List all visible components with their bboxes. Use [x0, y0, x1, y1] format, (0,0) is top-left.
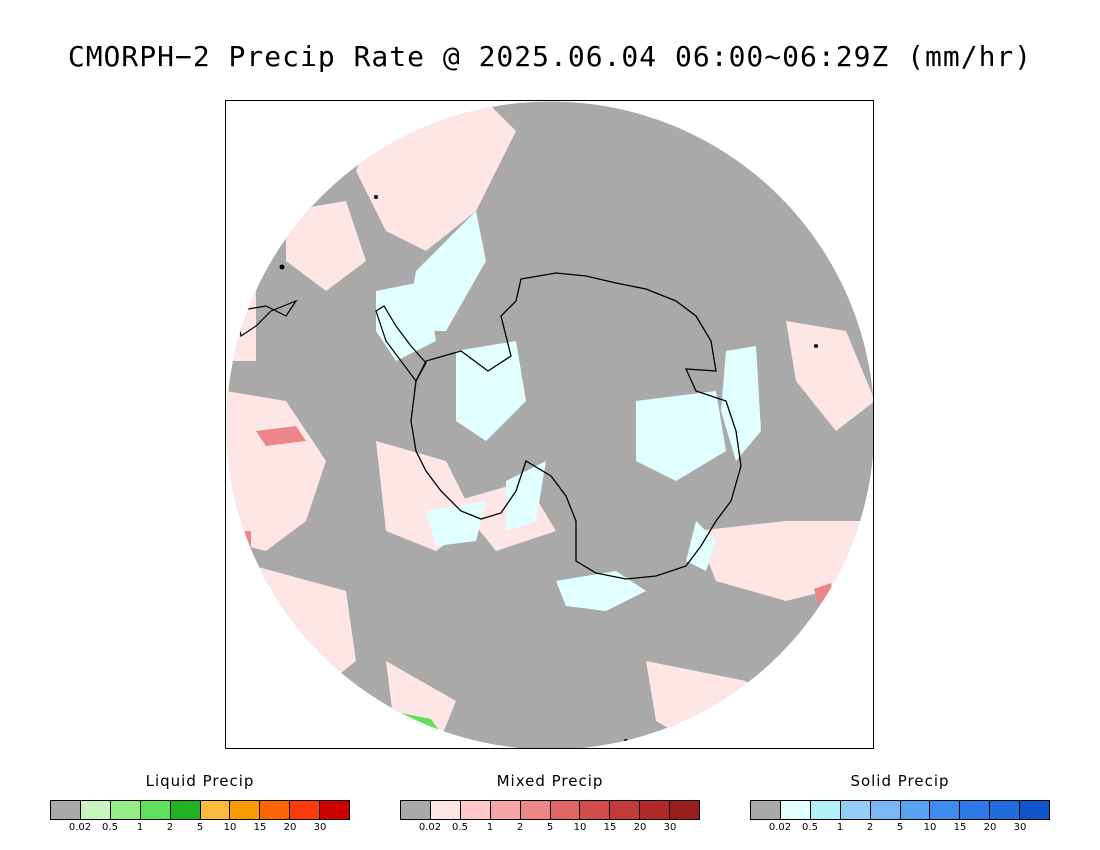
- legend-tick-label: 1: [486, 822, 494, 833]
- legend-swatch: [960, 801, 991, 819]
- legend-tick-label: 2: [866, 822, 874, 833]
- legend-tick-label: 20: [983, 822, 997, 833]
- legend-tick-label: 2: [516, 822, 524, 833]
- legend-swatch: [900, 801, 931, 819]
- color-scale: [400, 800, 700, 820]
- legend-tick-label: 5: [896, 822, 904, 833]
- south-america-tip-icon: [235, 299, 298, 337]
- legend-tick-label: 0.5: [802, 822, 818, 833]
- legend-tick-label: 5: [196, 822, 204, 833]
- legend-swatch: [320, 801, 350, 819]
- legend-title: Liquid Precip: [145, 772, 255, 790]
- color-scale: [750, 800, 1050, 820]
- legend-swatch: [430, 801, 461, 819]
- legend-tick-label: 0.02: [768, 822, 792, 833]
- island-icon: [374, 195, 378, 199]
- legend-tick-label: 0.02: [418, 822, 442, 833]
- legend-swatch: [580, 801, 611, 819]
- map-title: CMORPH−2 Precip Rate @ 2025.06.04 06:00~…: [67, 40, 1033, 73]
- legend-swatch: [80, 801, 111, 819]
- legend-tick-label: 15: [253, 822, 267, 833]
- tick-labels: 0.02 0.5 1 2 5 10 15 20 30: [400, 822, 700, 836]
- legend-swatch: [260, 801, 291, 819]
- legend-tick-label: 10: [573, 822, 587, 833]
- legend-swatch: [1020, 801, 1050, 819]
- legend-swatch: [230, 801, 261, 819]
- island-icon: [814, 344, 818, 348]
- legend-swatch: [751, 801, 781, 819]
- ocean-disk: [226, 101, 873, 748]
- legend-tick-label: 1: [136, 822, 144, 833]
- legend-tick-label: 30: [663, 822, 677, 833]
- legend-tick-label: 10: [923, 822, 937, 833]
- legend-swatch: [780, 801, 811, 819]
- legend-swatch: [810, 801, 841, 819]
- color-scale: [50, 800, 350, 820]
- legend-tick-label: 20: [633, 822, 647, 833]
- legend-tick-label: 2: [166, 822, 174, 833]
- legend-swatch: [110, 801, 141, 819]
- legend-tick-label: 10: [223, 822, 237, 833]
- legend-swatch: [670, 801, 700, 819]
- legend-swatch: [610, 801, 641, 819]
- legend-swatch: [990, 801, 1021, 819]
- legend-title: Solid Precip: [850, 772, 950, 790]
- legend-tick-label: 0.5: [452, 822, 468, 833]
- legend-tick-label: 15: [603, 822, 617, 833]
- legend-swatch: [200, 801, 231, 819]
- legend-swatch: [490, 801, 521, 819]
- polar-map: [226, 101, 873, 748]
- antarctic-peninsula-icon: [375, 305, 427, 383]
- legend-tick-label: 0.5: [102, 822, 118, 833]
- solid-precip-areas: [376, 211, 761, 611]
- solid-legend: Solid Precip 0.02 0.5 1 2 5 10 15 20 30: [750, 772, 1050, 836]
- legend-swatch: [930, 801, 961, 819]
- liquid-legend: Liquid Precip 0.02 0.5 1 2 5 10 15 20 30: [50, 772, 350, 836]
- legend-swatch: [460, 801, 491, 819]
- legend-swatch: [51, 801, 81, 819]
- legend-swatch: [640, 801, 671, 819]
- legend-tick-label: 20: [283, 822, 297, 833]
- legend-tick-label: 30: [313, 822, 327, 833]
- legend-swatch: [401, 801, 431, 819]
- island-icon: [624, 739, 628, 743]
- legend-swatch: [550, 801, 581, 819]
- island-icon: [279, 264, 285, 270]
- legend-swatch: [870, 801, 901, 819]
- tick-labels: 0.02 0.5 1 2 5 10 15 20 30: [750, 822, 1050, 836]
- legend-tick-label: 0.02: [68, 822, 92, 833]
- map-panel[interactable]: [225, 100, 874, 749]
- legend-swatch: [170, 801, 201, 819]
- legend-swatch: [140, 801, 171, 819]
- legend-tick-label: 5: [546, 822, 554, 833]
- legend-title: Mixed Precip: [496, 772, 604, 790]
- legend-tick-label: 15: [953, 822, 967, 833]
- legend-tick-label: 1: [836, 822, 844, 833]
- mixed-legend: Mixed Precip 0.02 0.5 1 2 5 10 15 20 30: [400, 772, 700, 836]
- legend-swatch: [520, 801, 551, 819]
- legend-swatch: [840, 801, 871, 819]
- legend-swatch: [290, 801, 321, 819]
- legend-tick-label: 30: [1013, 822, 1027, 833]
- tick-labels: 0.02 0.5 1 2 5 10 15 20 30: [50, 822, 350, 836]
